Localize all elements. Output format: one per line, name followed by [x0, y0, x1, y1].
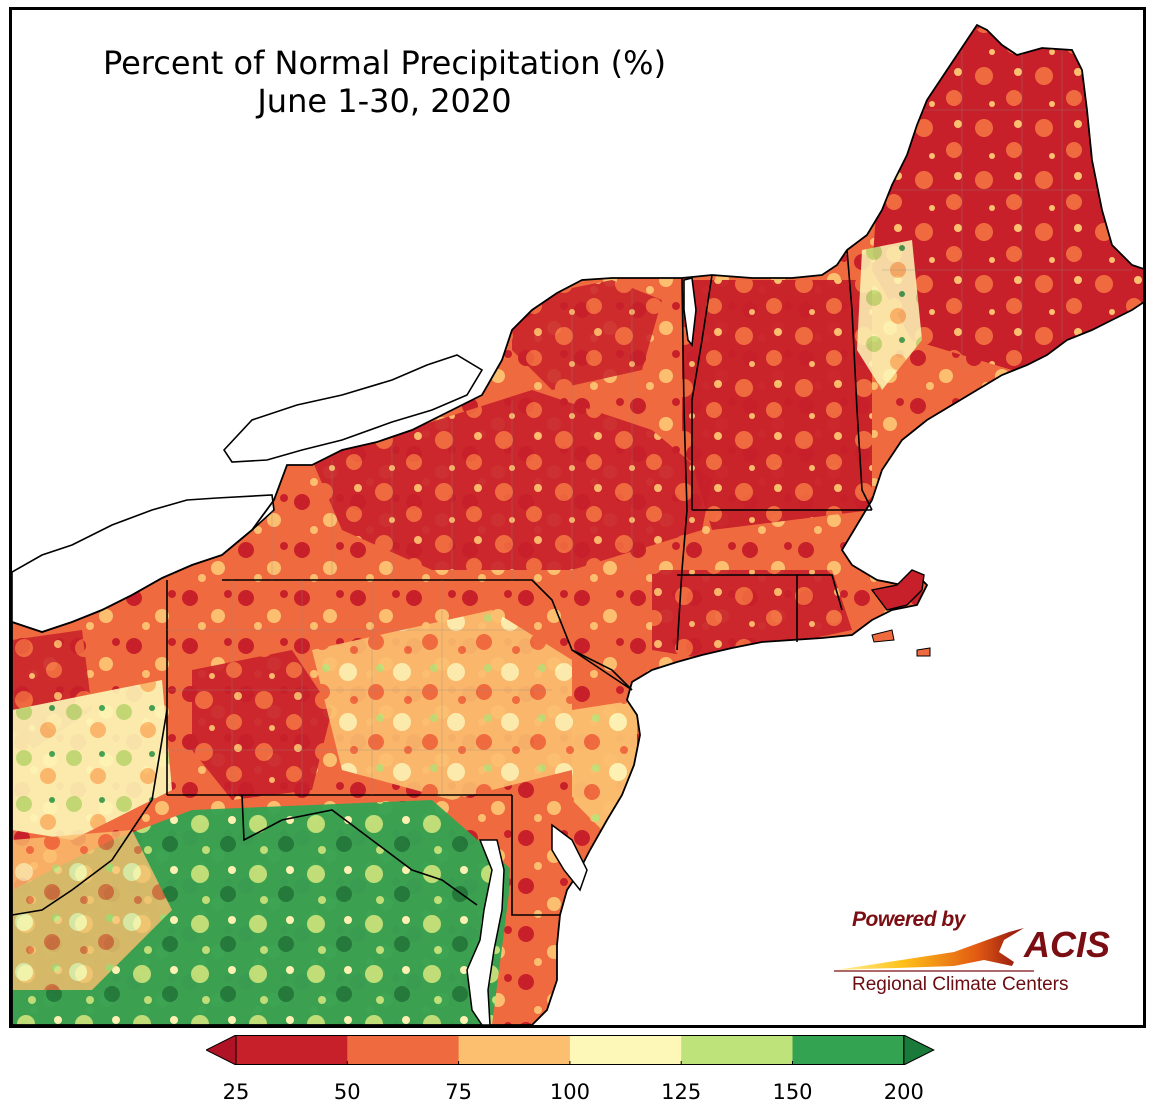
title-line-1: Percent of Normal Precipitation (%)	[102, 44, 667, 82]
colorbar-tick-label: 100	[549, 1080, 590, 1104]
map-panel: Percent of Normal Precipitation (%) June…	[9, 7, 1146, 1028]
colorbar-under-arrow	[206, 1035, 237, 1065]
acis-swoosh-icon	[834, 928, 1034, 972]
colorbar-bin-75-100	[458, 1035, 571, 1065]
delaware-bay	[551, 823, 588, 892]
title-line-2: June 1-30, 2020	[257, 82, 512, 120]
lake-ontario	[222, 354, 484, 463]
nantucket	[916, 647, 931, 657]
colorbar	[206, 1035, 935, 1065]
colorbar-bin-25-50	[236, 1035, 348, 1065]
colorbar-tick-label: 75	[445, 1080, 472, 1104]
acis-logo: Powered by ACIS Regional Climate Centers	[834, 908, 1124, 1008]
colorbar-tick-label: 25	[222, 1080, 250, 1104]
colorbar-tick-label: 125	[661, 1080, 702, 1104]
powered-by-text: Powered by	[852, 908, 965, 931]
acis-brand-text: ACIS	[1024, 924, 1111, 965]
map-title: Percent of Normal Precipitation (%) June…	[62, 44, 707, 120]
state-boundaries	[12, 249, 873, 916]
colorbar-tick-label: 200	[883, 1080, 924, 1104]
lake-champlain	[683, 277, 697, 348]
rcc-subtitle: Regional Climate Centers	[852, 974, 1069, 995]
cape-cod	[870, 569, 925, 611]
marthas-vineyard	[871, 629, 895, 643]
colorbar-bin-150-200	[792, 1035, 905, 1065]
colorbar-bin-50-75	[347, 1035, 460, 1065]
colorbar-bin-100-125	[569, 1035, 682, 1065]
colorbar-bin-125-150	[681, 1035, 793, 1065]
colorbar-tick-label: 150	[772, 1080, 813, 1104]
county-lines	[167, 50, 1132, 795]
colorbar-over-arrow	[903, 1035, 935, 1065]
chesapeake-bay	[466, 839, 505, 1025]
colorbar-tick-label: 50	[333, 1080, 361, 1104]
precipitation-map	[12, 24, 1143, 1025]
